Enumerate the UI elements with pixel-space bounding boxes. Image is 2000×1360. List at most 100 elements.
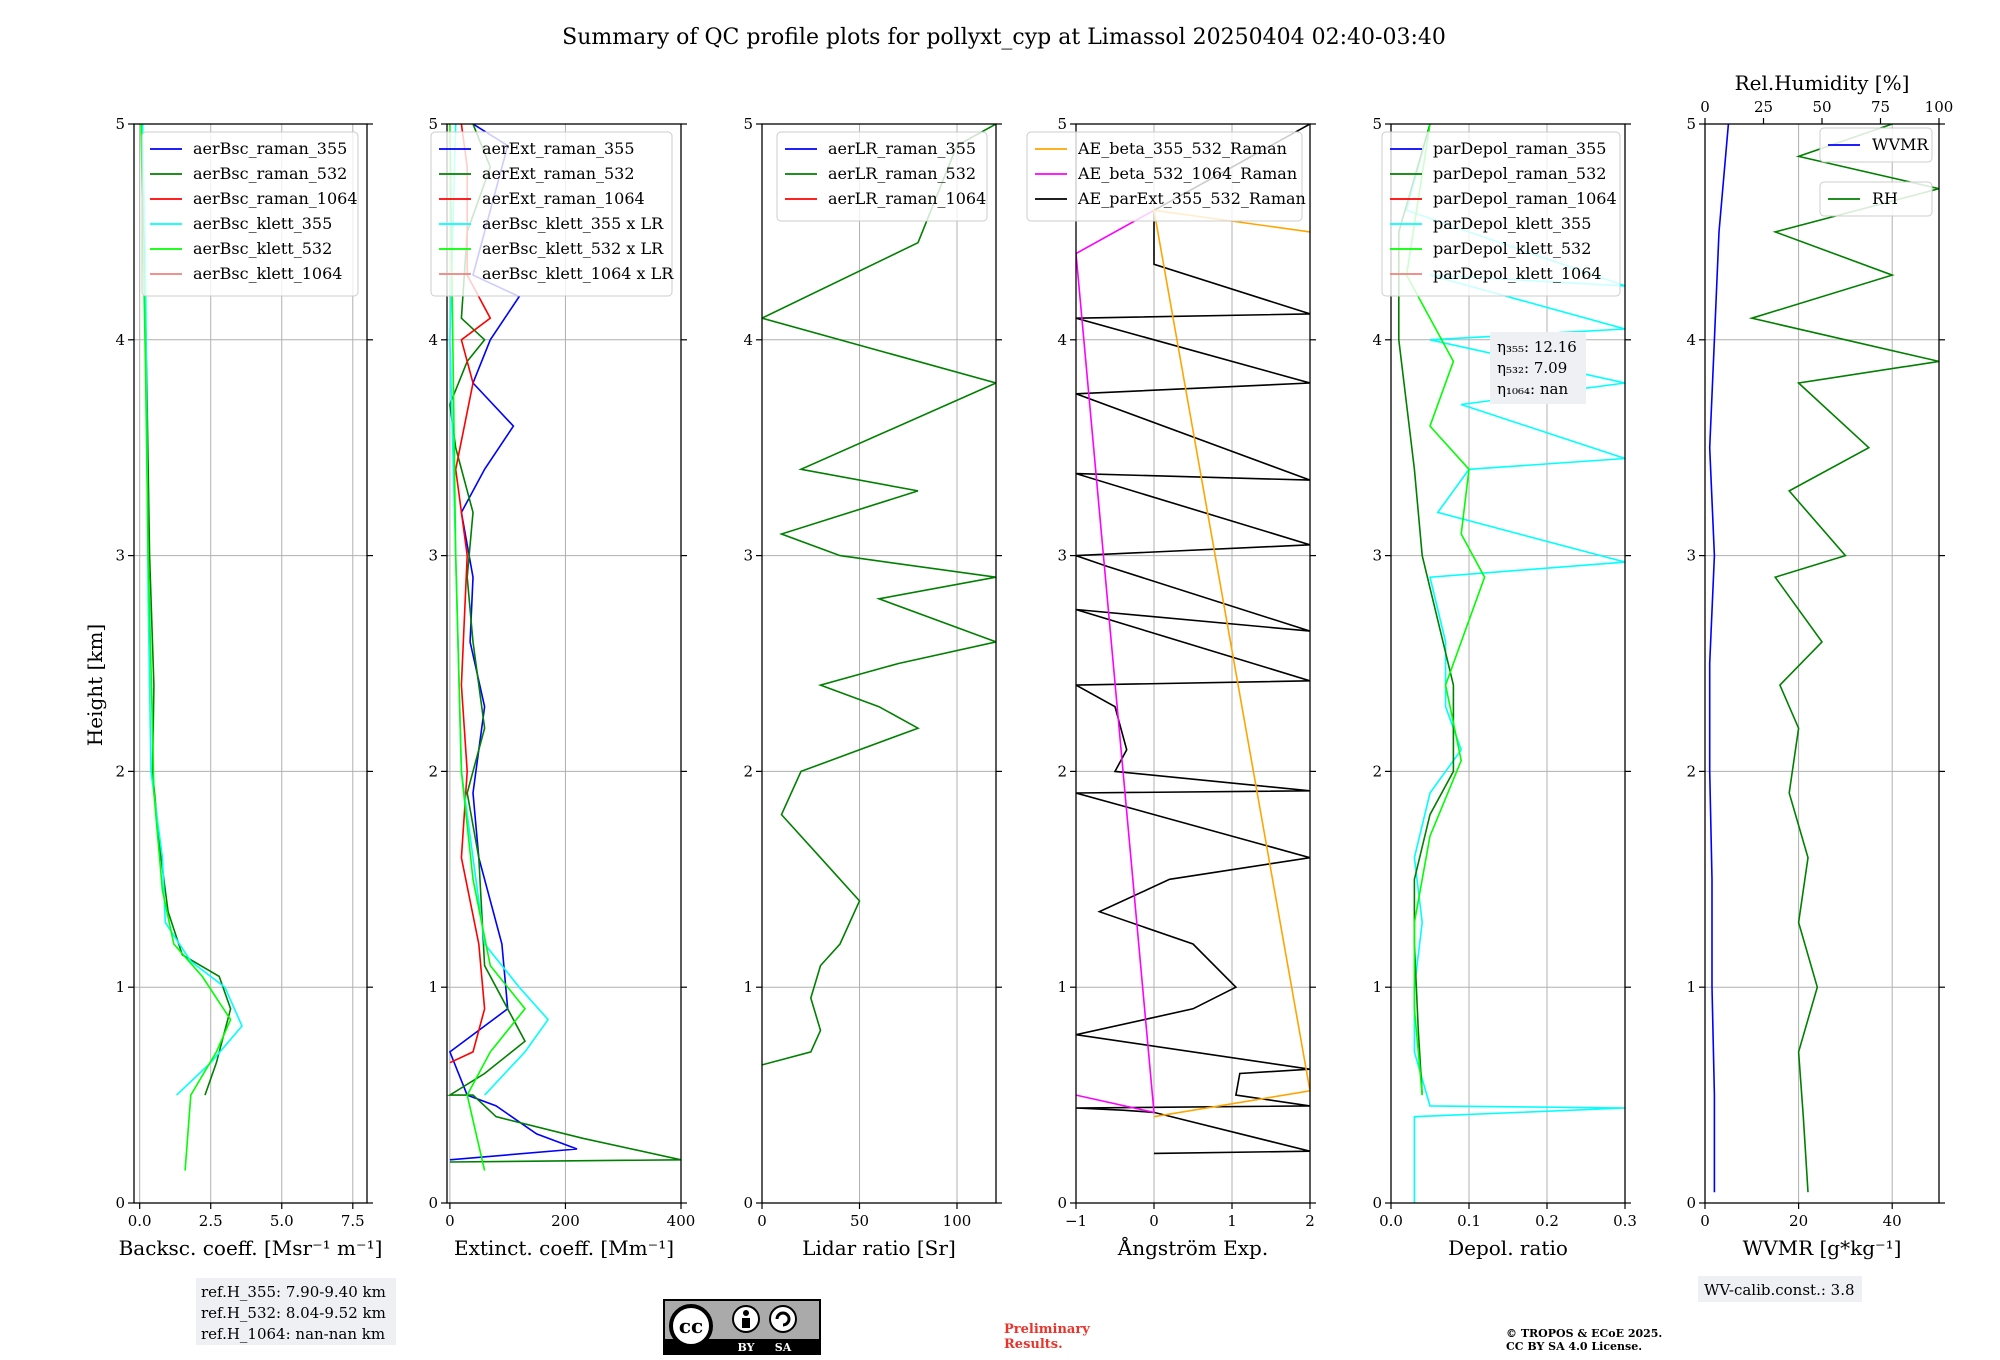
x-tick-label: 40: [1883, 1212, 1902, 1230]
figure-title: Summary of QC profile plots for pollyxt_…: [562, 25, 1446, 50]
plot-frame: [133, 123, 368, 1204]
legend-box: [1819, 181, 1933, 217]
y-tick-label: 0: [428, 1194, 438, 1212]
x-tick-label: 5.0: [270, 1212, 294, 1230]
legend-entry: AE_parExt_355_532_Raman: [1077, 189, 1306, 208]
legend-entry: aerBsc_klett_355 x LR: [482, 214, 664, 233]
plot-frame: [446, 123, 682, 1204]
eta-box: η₃₅₅: 12.16 η₅₃₂: 7.09 η₁₀₆₄: nan: [1490, 332, 1586, 404]
y-tick-label: 5: [1057, 115, 1067, 133]
preliminary-label: Preliminary: [1004, 1322, 1090, 1337]
legend-entry: AE_beta_532_1064_Raman: [1077, 164, 1297, 183]
x-tick-label: 100: [943, 1212, 972, 1230]
y-tick-label: 1: [428, 978, 438, 996]
legend-entry: parDepol_klett_532: [1433, 239, 1591, 258]
legend-entry: aerBsc_klett_532: [193, 239, 332, 258]
y-tick-label: 4: [428, 331, 438, 349]
x-tick-label: 0: [1700, 1212, 1710, 1230]
legend-entry: aerExt_raman_532: [482, 164, 635, 183]
x-tick-label: 50: [850, 1212, 869, 1230]
y-tick-label: 1: [1686, 978, 1696, 996]
x-tick-label: 20: [1789, 1212, 1808, 1230]
plot-frame: [1704, 123, 1940, 1204]
x-axis-label: Extinct. coeff. [Mm⁻¹]: [454, 1236, 674, 1260]
legend-entry: aerBsc_raman_532: [193, 164, 347, 183]
x-tick-label: −1: [1065, 1212, 1087, 1230]
legend-entry: aerLR_raman_532: [828, 164, 976, 183]
y-tick-label: 2: [428, 762, 438, 780]
legend-entry: aerExt_raman_1064: [482, 189, 645, 208]
series-line-WVMR: [1708, 124, 1730, 1193]
panel-lidar-ratio: 0 50 100 0 1 2 3 4 5 Lidar ratio [Sr] aerLR_raman_…: [743, 115, 1002, 1260]
y-tick-label: 2: [1372, 762, 1382, 780]
legend-box: [430, 131, 673, 297]
series-line-aerBsc_klett_355 x LR: [449, 124, 550, 1096]
y-tick-label: 4: [743, 331, 753, 349]
ref-height-355: ref.H_355: 7.90-9.40 km: [201, 1283, 386, 1301]
cc-logo-text: cc: [679, 1314, 703, 1338]
legend-entry: aerExt_raman_355: [482, 139, 635, 158]
wv-calib-box: WV-calib.const.: 3.8: [1698, 1276, 1862, 1302]
y-tick-label: 3: [743, 547, 753, 565]
copyright-line: © TROPOS & ECoE 2025.: [1506, 1327, 1662, 1340]
series-line-parDepol_klett_355: [1405, 124, 1625, 1203]
x-tick-label: 1: [1227, 1212, 1237, 1230]
legend-entry: AE_beta_355_532_Raman: [1077, 139, 1287, 158]
legend-entry: parDepol_klett_355: [1433, 214, 1591, 233]
y-tick-label: 4: [1057, 331, 1067, 349]
top-x-tick-label: 75: [1871, 98, 1890, 116]
legend-box: [776, 131, 988, 222]
legend-entry: parDepol_raman_1064: [1433, 189, 1617, 208]
y-tick-label: 5: [743, 115, 753, 133]
top-x-tick-label: 25: [1754, 98, 1773, 116]
series-line-parDepol_klett_532: [1405, 124, 1486, 1096]
x-axis-label: Lidar ratio [Sr]: [802, 1236, 956, 1260]
y-tick-label: 3: [428, 547, 438, 565]
legend-entry: aerBsc_klett_1064 x LR: [482, 264, 674, 283]
legend-entry: aerLR_raman_355: [828, 139, 976, 158]
x-tick-label: 400: [667, 1212, 696, 1230]
eta-532: η₅₃₂: 7.09: [1497, 359, 1567, 377]
y-tick-label: 4: [1686, 331, 1696, 349]
legend-box: [1381, 131, 1621, 297]
panel-backscatter: 0.0 2.5 5.0 7.5 0 1 2 3 4 5 Backsc. coeff. [Msr⁻¹ …: [115, 115, 382, 1260]
x-axis-label: Ångström Exp.: [1117, 1235, 1268, 1260]
series-line-aerBsc_klett_532: [140, 124, 232, 1171]
series-line-AE_beta_532_1064_Raman: [1076, 209, 1155, 1114]
legend-entry: aerLR_raman_1064: [828, 189, 986, 208]
by-label: BY: [738, 1341, 755, 1354]
y-tick-label: 1: [1372, 978, 1382, 996]
top-x-tick-label: 50: [1812, 98, 1831, 116]
x-tick-label: 0.0: [128, 1212, 152, 1230]
x-tick-label: 0.3: [1613, 1212, 1637, 1230]
x-tick-label: 200: [551, 1212, 580, 1230]
top-x-tick-label: 0: [1700, 98, 1710, 116]
license-line: CC BY SA 4.0 License.: [1506, 1340, 1642, 1353]
panel-extinction: 0 200 400 0 1 2 3 4 5 Extinct. coeff. [Mm⁻¹] aerEx…: [428, 115, 695, 1260]
plot-frame: [1390, 123, 1626, 1204]
eta-1064: η₁₀₆₄: nan: [1497, 380, 1568, 398]
y-tick-label: 0: [1057, 1194, 1067, 1212]
legend-entry: aerBsc_raman_1064: [193, 189, 358, 208]
series-line-aerBsc_klett_532 x LR: [449, 124, 527, 1171]
x-tick-label: 2: [1305, 1212, 1315, 1230]
cc-license-badge: cc BY SA: [663, 1299, 821, 1355]
legend-entry: RH: [1872, 189, 1898, 208]
ref-height-532: ref.H_532: 8.04-9.52 km: [201, 1304, 386, 1322]
y-tick-label: 4: [115, 331, 125, 349]
y-tick-label: 0: [743, 1194, 753, 1212]
legend-entry: aerBsc_raman_355: [193, 139, 347, 158]
y-tick-label: 4: [1372, 331, 1382, 349]
plot-frame: [761, 123, 997, 1204]
legend-box: [1026, 131, 1303, 222]
top-x-tick-label: 100: [1925, 98, 1954, 116]
y-tick-label: 5: [1372, 115, 1382, 133]
legend-entry: parDepol_klett_1064: [1433, 264, 1602, 283]
y-tick-label: 1: [115, 978, 125, 996]
legend-box: [1819, 127, 1933, 163]
y-tick-label: 3: [1057, 547, 1067, 565]
panel-wvmr: 0 20 40 0 1 2 3 4 5 WVMR [g*kg⁻¹] 0 25 50 75 100 Rel.Hu…: [1686, 71, 1953, 1260]
y-tick-label: 1: [1057, 978, 1067, 996]
x-tick-label: 0.0: [1379, 1212, 1403, 1230]
